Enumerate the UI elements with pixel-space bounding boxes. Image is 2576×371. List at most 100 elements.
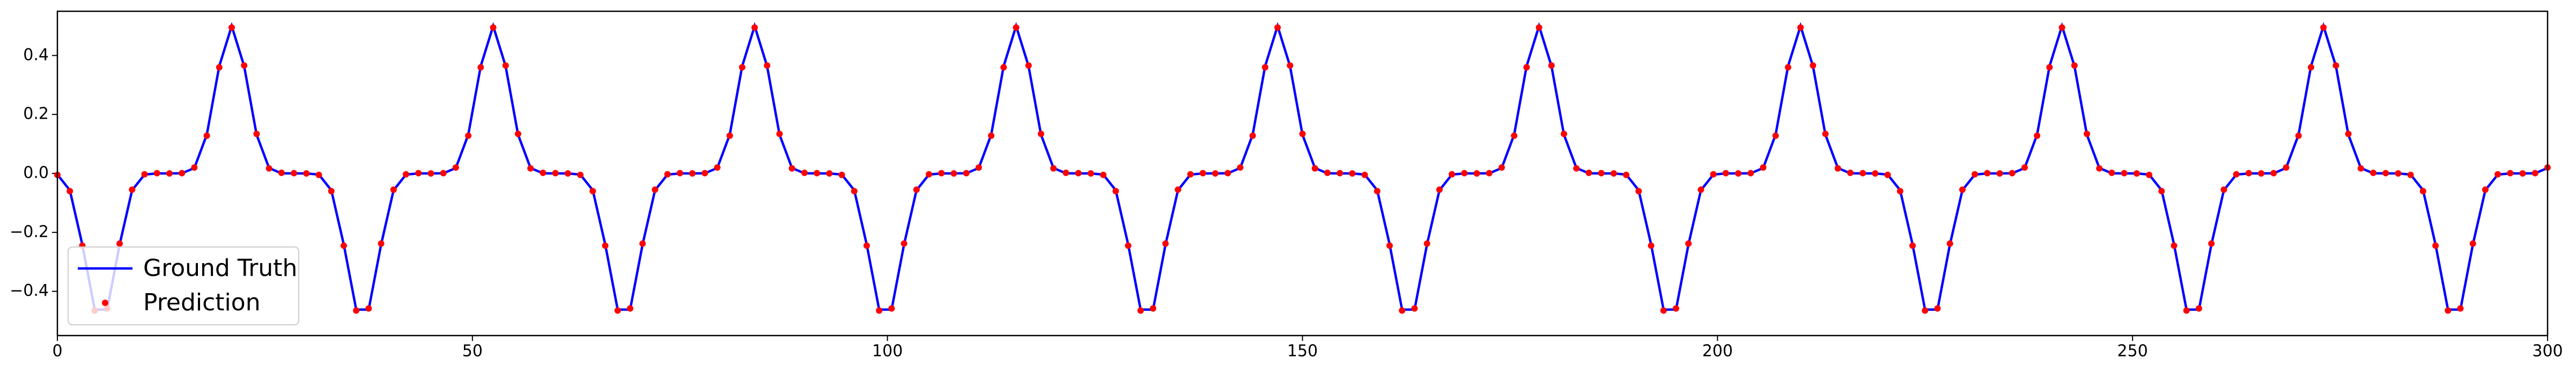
- prediction-point: [415, 170, 422, 177]
- prediction-point: [1162, 240, 1169, 247]
- prediction-point: [1187, 171, 1194, 178]
- prediction-point: [1212, 170, 1219, 177]
- prediction-point: [303, 170, 310, 177]
- prediction-point: [2146, 171, 2153, 178]
- prediction-point: [564, 170, 571, 177]
- prediction-point: [876, 307, 883, 314]
- prediction-point: [1972, 171, 1979, 178]
- prediction-point: [1934, 305, 1941, 312]
- prediction-point: [1237, 164, 1244, 171]
- prediction-point: [1610, 170, 1617, 177]
- legend-marker: [102, 300, 108, 306]
- prediction-point: [1685, 240, 1692, 247]
- prediction-point: [1287, 62, 1294, 69]
- prediction-point: [465, 132, 472, 139]
- prediction-point: [888, 305, 895, 312]
- prediction-point: [1922, 307, 1929, 314]
- prediction-point: [1822, 130, 1829, 137]
- prediction-point: [2531, 170, 2538, 177]
- prediction-point: [1672, 305, 1679, 312]
- prediction-point: [2419, 187, 2426, 194]
- prediction-point: [1411, 305, 1418, 312]
- prediction-point: [2084, 130, 2091, 137]
- prediction-point: [2519, 170, 2526, 177]
- x-tick-label: 50: [462, 342, 483, 361]
- prediction-point: [1573, 165, 1580, 172]
- prediction-point: [427, 170, 434, 177]
- prediction-point: [1909, 242, 1916, 249]
- x-tick-label: 200: [1702, 342, 1733, 361]
- prediction-point: [1623, 171, 1630, 178]
- prediction-point: [340, 242, 347, 249]
- prediction-point: [950, 170, 957, 177]
- prediction-point: [901, 240, 907, 247]
- prediction-point: [141, 171, 148, 178]
- prediction-point: [502, 62, 509, 69]
- prediction-point: [2357, 165, 2364, 172]
- prediction-point: [2034, 132, 2041, 139]
- prediction-point: [291, 170, 298, 177]
- prediction-point: [1274, 24, 1281, 31]
- prediction-point: [689, 170, 696, 177]
- prediction-point: [1125, 242, 1132, 249]
- legend-label: Ground Truth: [143, 254, 297, 282]
- prediction-point: [365, 305, 372, 312]
- prediction-point: [1025, 62, 1032, 69]
- prediction-point: [1337, 170, 1344, 177]
- prediction-point: [1561, 130, 1568, 137]
- prediction-point: [801, 169, 808, 176]
- prediction-point: [440, 170, 447, 177]
- prediction-point: [2270, 170, 2277, 177]
- prediction-point: [1112, 187, 1119, 194]
- prediction-point: [664, 171, 671, 178]
- prediction-point: [2133, 170, 2140, 177]
- prediction-point: [1199, 170, 1206, 177]
- prediction-point: [2382, 170, 2389, 177]
- prediction-point: [1635, 187, 1642, 194]
- prediction-point: [2108, 169, 2115, 176]
- prediction-point: [129, 186, 136, 193]
- y-tick-label: 0.0: [23, 164, 49, 183]
- prediction-point: [1473, 170, 1480, 177]
- prediction-point: [1349, 170, 1356, 177]
- prediction-point: [1772, 132, 1779, 139]
- prediction-point: [764, 62, 771, 69]
- prediction-point: [714, 164, 721, 171]
- prediction-point: [639, 240, 646, 247]
- prediction-point: [2171, 242, 2178, 249]
- prediction-point: [1175, 186, 1182, 193]
- prediction-point: [403, 171, 410, 178]
- prediction-point: [2096, 165, 2103, 172]
- prediction-point: [1834, 165, 1841, 172]
- prediction-point: [1959, 186, 1966, 193]
- prediction-point: [2208, 240, 2215, 247]
- prediction-point: [1013, 24, 1020, 31]
- prediction-point: [253, 130, 260, 137]
- prediction-point: [166, 170, 173, 177]
- prediction-point: [1087, 170, 1094, 177]
- prediction-point: [1498, 164, 1505, 171]
- prediction-point: [2395, 170, 2402, 177]
- prediction-point: [1311, 165, 1318, 172]
- prediction-point: [589, 187, 596, 194]
- y-tick-label: 0.4: [23, 46, 49, 64]
- prediction-point: [552, 170, 559, 177]
- prediction-point: [477, 64, 484, 71]
- prediction-point: [2507, 170, 2514, 177]
- prediction-point: [490, 24, 497, 31]
- prediction-point: [390, 186, 397, 193]
- prediction-point: [2295, 132, 2302, 139]
- prediction-point: [1449, 171, 1456, 178]
- prediction-point: [676, 170, 683, 177]
- x-tick-label: 300: [2532, 342, 2563, 361]
- prediction-point: [776, 130, 783, 137]
- prediction-point: [1859, 170, 1866, 177]
- prediction-point: [814, 170, 821, 177]
- prediction-point: [241, 62, 248, 69]
- prediction-point: [1075, 170, 1082, 177]
- prediction-point: [726, 132, 733, 139]
- prediction-point: [2245, 170, 2252, 177]
- prediction-point: [751, 24, 758, 31]
- y-tick-label: −0.4: [10, 281, 49, 300]
- prediction-point: [1461, 170, 1468, 177]
